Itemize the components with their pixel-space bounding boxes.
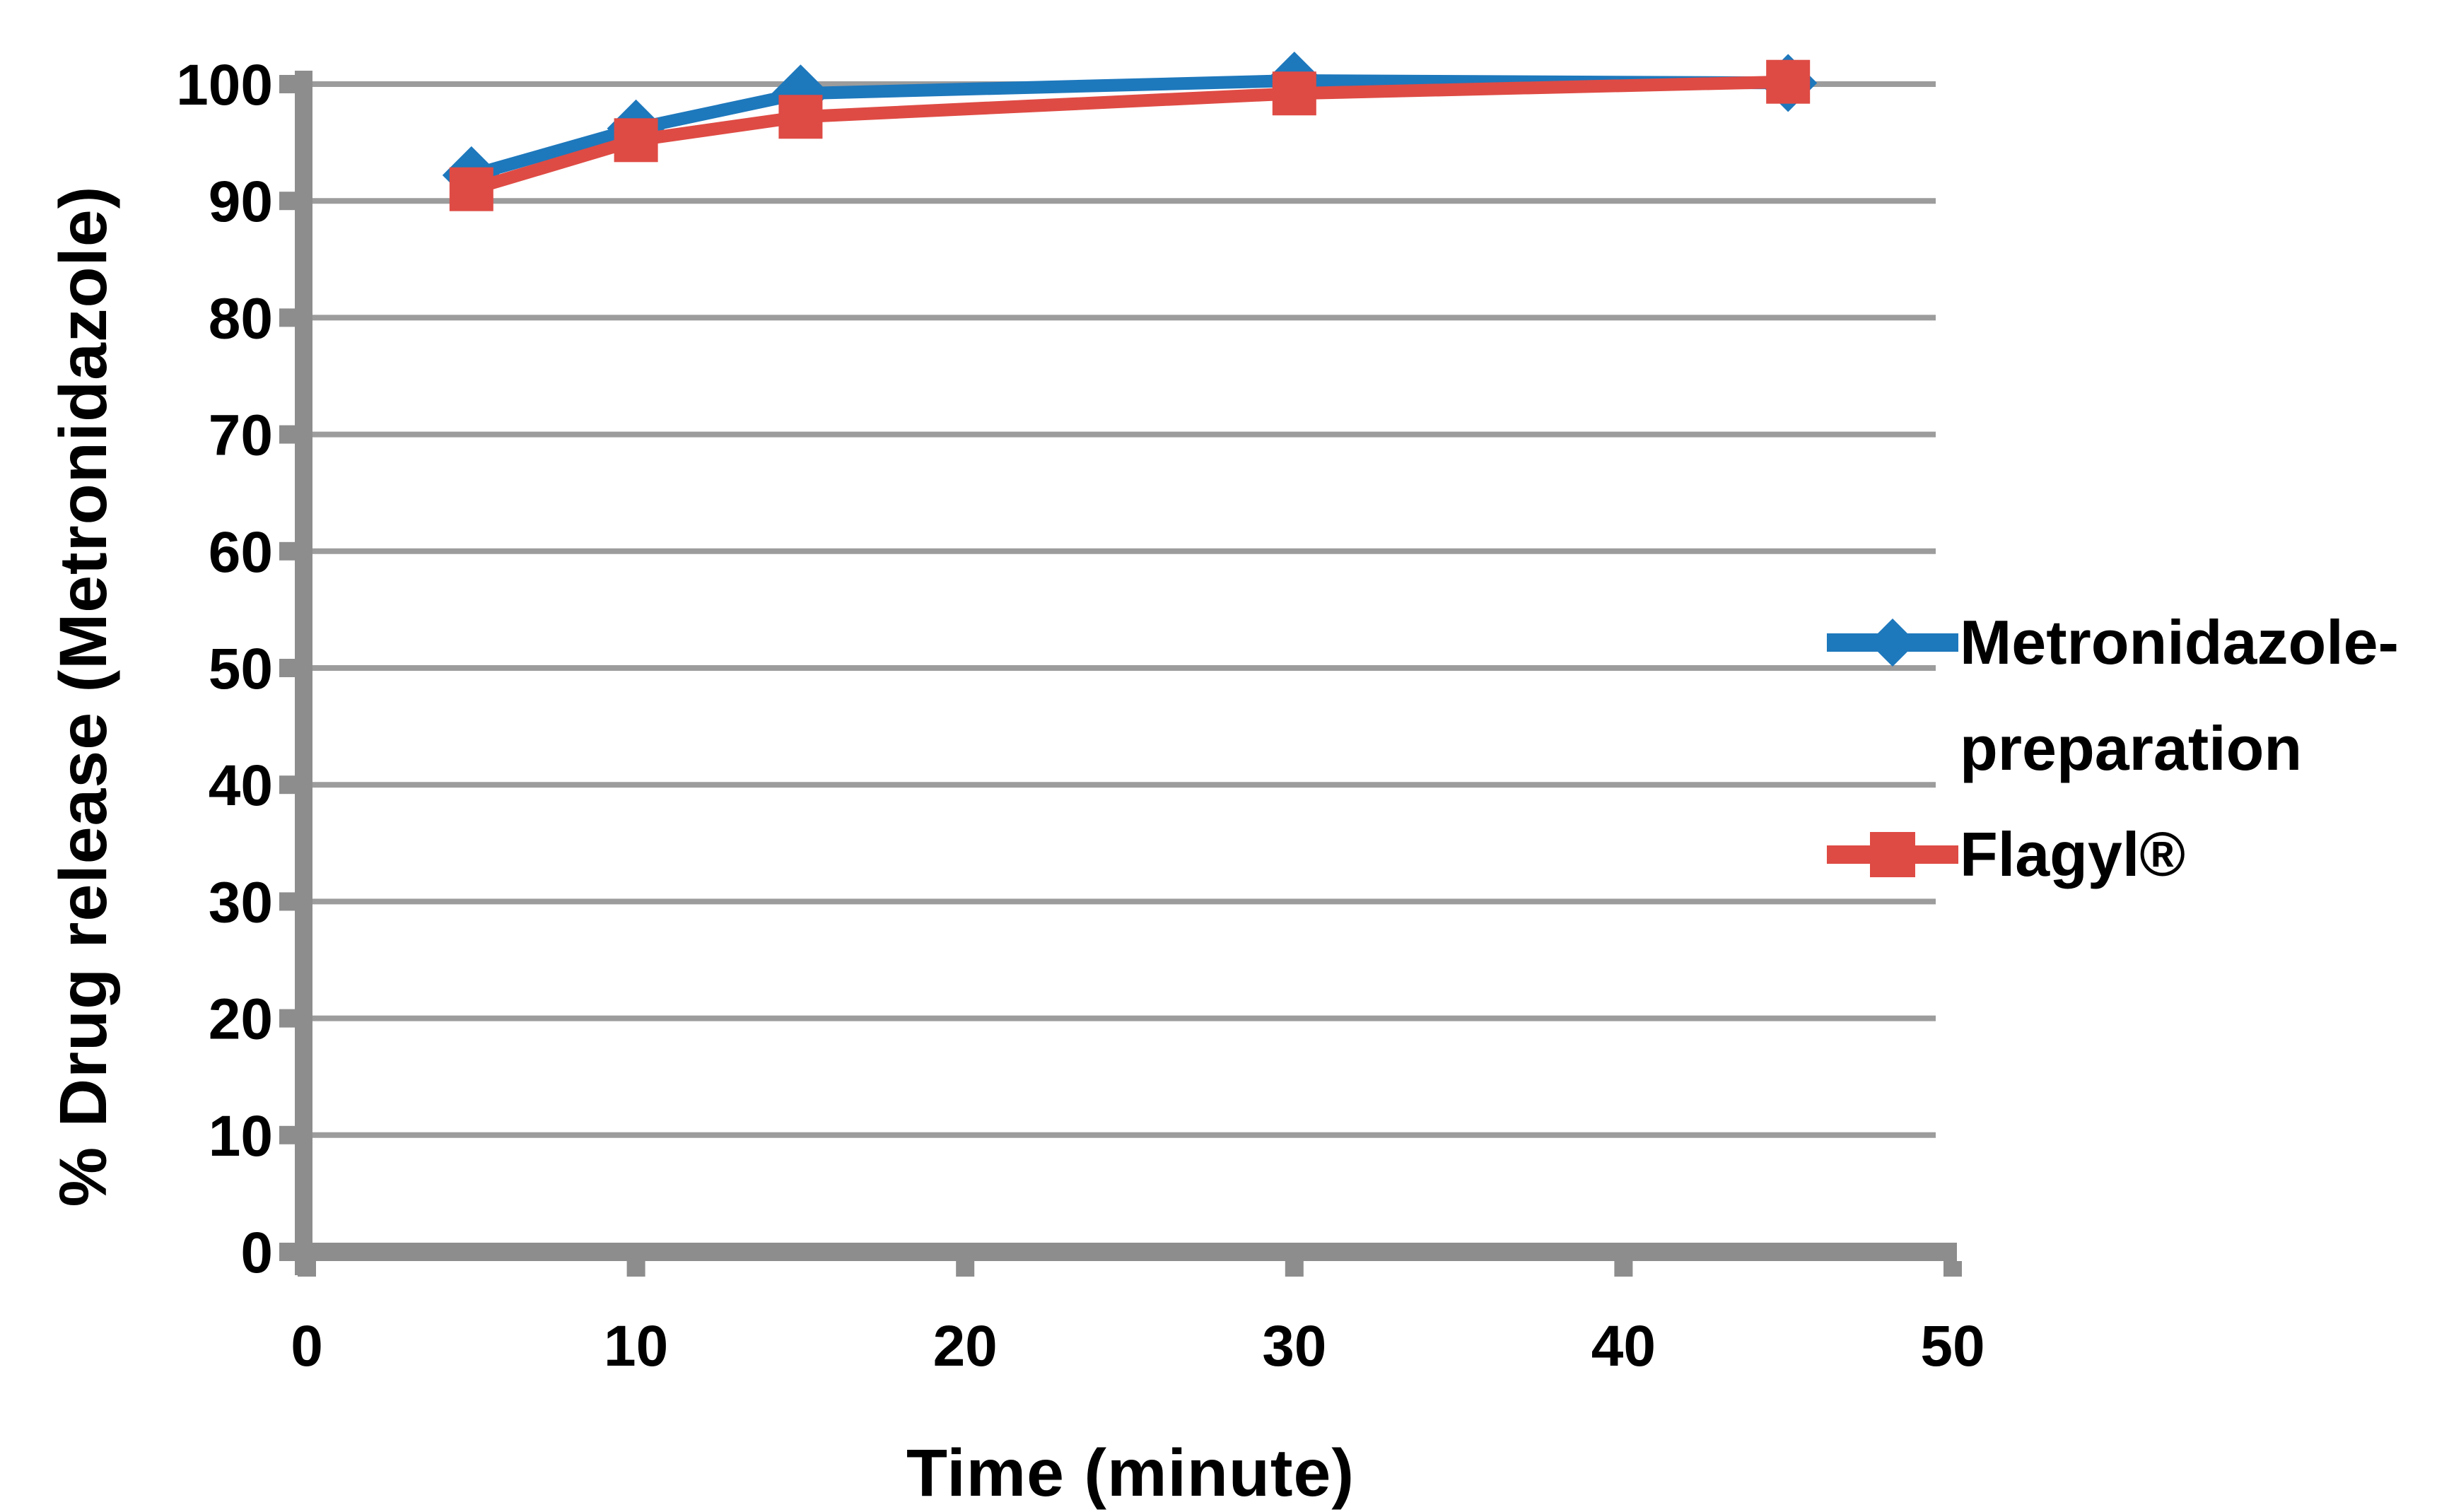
series-layer — [442, 52, 1818, 211]
x-axis-tick — [1285, 1261, 1304, 1277]
y-axis-tick — [279, 1243, 295, 1261]
legend: Metronidazole- preparation Flagyl® — [1825, 590, 2399, 908]
x-tick-label: 30 — [1262, 1314, 1326, 1378]
y-axis-tick — [279, 425, 295, 444]
y-tick-label: 20 — [209, 988, 273, 1052]
y-axis-tick — [279, 541, 295, 561]
y-tick-label: 70 — [209, 404, 273, 468]
y-axis-line — [295, 71, 312, 1275]
square-marker-icon — [614, 118, 658, 163]
legend-entry-0: Metronidazole- preparation — [1825, 590, 2399, 802]
y-tick-label: 50 — [209, 637, 273, 701]
diamond-marker-icon — [1869, 619, 1917, 667]
y-axis-tick — [279, 1009, 295, 1028]
y-axis-tick — [279, 1125, 295, 1144]
legend-entry-1: Flagyl® — [1825, 802, 2399, 908]
square-marker-icon — [1766, 59, 1811, 104]
x-tick-label: 50 — [1920, 1314, 1984, 1378]
y-tick-label: 100 — [176, 53, 273, 117]
legend-marker — [1827, 832, 1958, 877]
series-line-0 — [464, 74, 1795, 182]
y-axis-tick — [279, 775, 295, 795]
y-tick-label: 80 — [209, 286, 273, 351]
y-tick-label: 40 — [209, 754, 273, 818]
y-axis-title: % Drug release (Metronidazole) — [46, 185, 121, 1207]
x-axis-title: Time (minute) — [906, 1436, 1355, 1511]
x-tick-label: 20 — [933, 1314, 998, 1378]
x-tick-label: 40 — [1591, 1314, 1656, 1378]
legend-marker — [1827, 619, 1958, 667]
x-tick-label: 10 — [604, 1314, 668, 1378]
y-axis-tick — [279, 192, 295, 211]
square-marker-icon — [778, 95, 823, 139]
square-marker-icon — [1272, 71, 1316, 116]
y-axis-tick — [279, 659, 295, 677]
x-axis-tick — [956, 1261, 975, 1277]
x-axis-line — [295, 1243, 1957, 1261]
x-axis-tick — [298, 1261, 316, 1277]
x-axis-tick — [1943, 1261, 1962, 1277]
series-line-1 — [464, 75, 1795, 196]
y-axis-tick — [279, 892, 295, 911]
y-tick-label: 60 — [209, 520, 273, 585]
legend-label: Flagyl® — [1960, 819, 2186, 889]
y-tick-label: 10 — [209, 1104, 273, 1168]
legend-label: Metronidazole- preparation — [1960, 607, 2399, 783]
gridlines — [312, 81, 1936, 1138]
x-axis-tick — [626, 1261, 645, 1277]
x-axis-tick — [1614, 1261, 1633, 1277]
axes — [279, 71, 1962, 1277]
y-tick-label: 30 — [209, 870, 273, 934]
tick-labels: 0 10 20 30 40 50 60 70 80 90 100 0 10 20 30 40 50 — [176, 53, 1984, 1378]
y-axis-tick — [279, 75, 295, 93]
y-axis-tick — [279, 308, 295, 327]
x-tick-label: 0 — [291, 1314, 323, 1378]
square-marker-icon — [449, 167, 493, 211]
y-tick-label: 0 — [240, 1221, 273, 1285]
square-marker-icon — [1870, 832, 1915, 877]
y-tick-label: 90 — [209, 170, 273, 234]
